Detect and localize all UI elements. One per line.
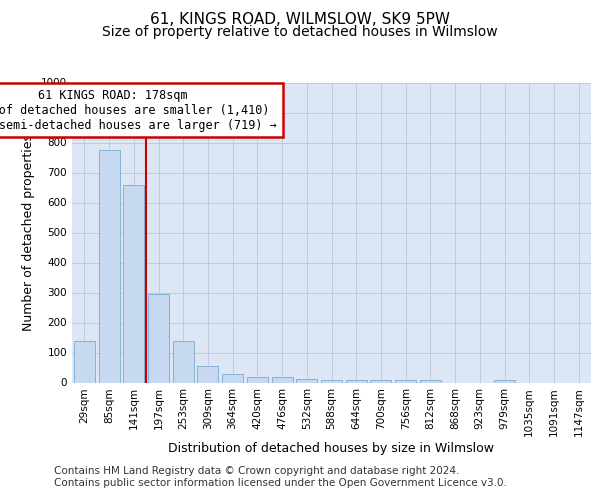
Y-axis label: Number of detached properties: Number of detached properties — [22, 134, 35, 331]
Bar — [370, 380, 391, 382]
Text: 61, KINGS ROAD, WILMSLOW, SK9 5PW: 61, KINGS ROAD, WILMSLOW, SK9 5PW — [150, 12, 450, 28]
Bar — [296, 378, 317, 382]
Bar — [197, 366, 218, 382]
X-axis label: Distribution of detached houses by size in Wilmslow: Distribution of detached houses by size … — [169, 442, 494, 454]
Bar — [395, 380, 416, 382]
Bar — [222, 374, 243, 382]
Bar — [123, 184, 144, 382]
Bar — [148, 294, 169, 382]
Bar — [98, 150, 119, 382]
Bar — [173, 341, 194, 382]
Text: Contains HM Land Registry data © Crown copyright and database right 2024.
Contai: Contains HM Land Registry data © Crown c… — [54, 466, 507, 487]
Bar — [74, 340, 95, 382]
Bar — [321, 380, 342, 382]
Bar — [247, 377, 268, 382]
Text: Size of property relative to detached houses in Wilmslow: Size of property relative to detached ho… — [102, 25, 498, 39]
Bar — [272, 377, 293, 382]
Bar — [420, 380, 441, 382]
Bar — [494, 380, 515, 382]
Bar — [346, 380, 367, 382]
Text: 61 KINGS ROAD: 178sqm
← 66% of detached houses are smaller (1,410)
34% of semi-d: 61 KINGS ROAD: 178sqm ← 66% of detached … — [0, 88, 277, 132]
